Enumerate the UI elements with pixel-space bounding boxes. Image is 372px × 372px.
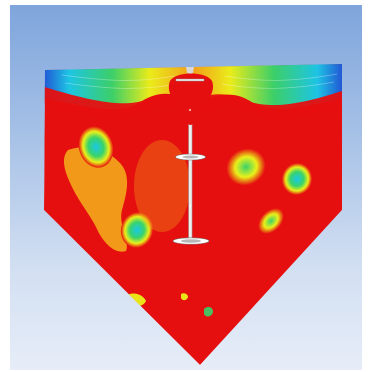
impeller-hub (168, 73, 214, 125)
contour-pocket-left-lower (120, 212, 154, 248)
blade-middle (175, 153, 206, 161)
contour-fragment-small (181, 293, 188, 301)
contour-plot (44, 64, 342, 365)
cfd-viewport (10, 5, 362, 370)
contour-pocket-right (281, 163, 313, 195)
shaft-markers (188, 108, 192, 208)
impeller-blades (172, 78, 210, 245)
orange-region-left (63, 147, 128, 252)
tank-domain (44, 64, 342, 365)
blade-upper (175, 78, 205, 82)
contour-pocket-center-right (226, 148, 266, 186)
blade-lower (172, 237, 210, 245)
contour-pocket-right-lower (258, 208, 284, 234)
contour-pocket-left-upper (78, 126, 114, 168)
contour-fragment-bottom-center (204, 306, 213, 317)
